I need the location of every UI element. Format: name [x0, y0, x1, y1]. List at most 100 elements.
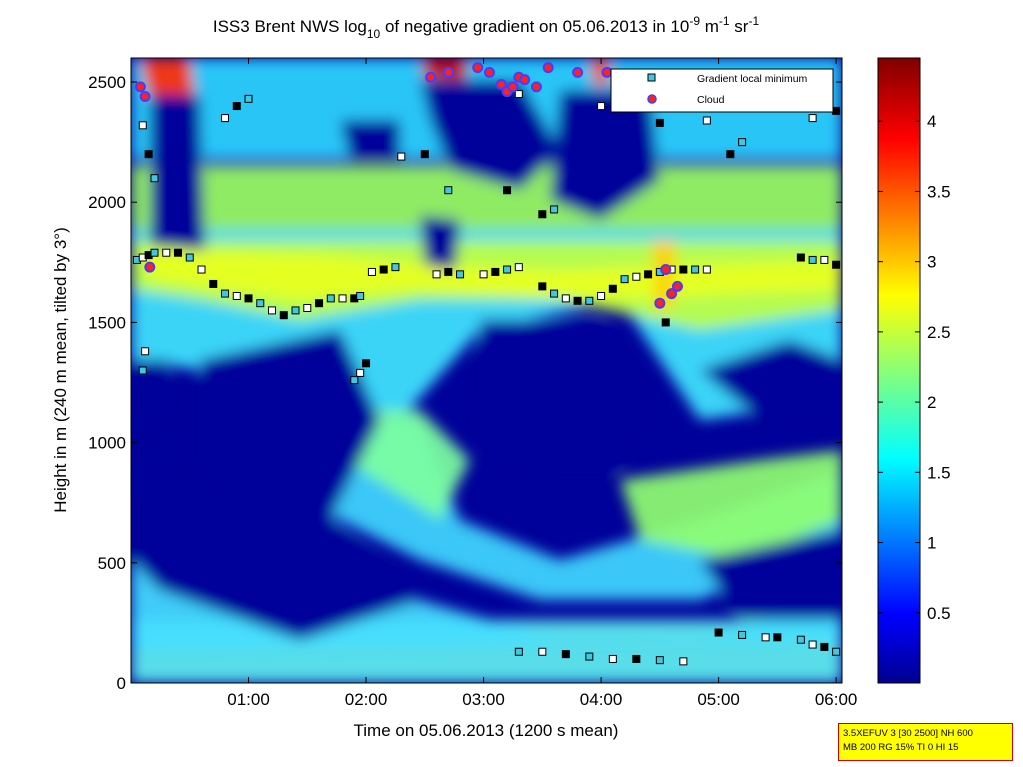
- gradient-minimum-point: [503, 186, 512, 195]
- heatmap-plot-area: [131, 58, 842, 683]
- colorbar-tick-label: 3: [927, 253, 936, 272]
- gradient-minimum-point: [714, 628, 723, 637]
- gradient-minimum-point: [832, 260, 841, 269]
- gradient-minimum-point: [197, 265, 206, 274]
- y-tick-label: 2500: [88, 73, 126, 92]
- heatmap-low-region: [420, 215, 460, 270]
- x-tick-label: 06:00: [815, 690, 858, 709]
- gradient-minimum-point: [185, 253, 194, 262]
- gradient-minimum-point: [356, 291, 365, 300]
- gradient-minimum-point: [138, 366, 147, 375]
- gradient-minimum-point: [244, 94, 253, 103]
- heatmap-low-region: [420, 80, 560, 190]
- gradient-minimum-point: [444, 186, 453, 195]
- gradient-minimum-point: [726, 150, 735, 159]
- cloud-point: [660, 264, 672, 276]
- info-line-2: MB 200 RG 15% TI 0 HI 15: [843, 742, 959, 753]
- y-tick-label: 1500: [88, 313, 126, 332]
- gradient-minimum-point: [367, 267, 376, 276]
- y-axis-label: Height in m (240 m mean, tilted by 3°): [51, 227, 70, 513]
- heatmap-region: [652, 240, 676, 310]
- heatmap-low-region: [550, 90, 660, 220]
- x-tick-label: 01:00: [227, 690, 270, 709]
- gradient-minimum-point: [661, 318, 670, 327]
- cloud-point: [601, 66, 613, 78]
- gradient-minimum-point: [397, 152, 406, 161]
- gradient-minimum-point: [796, 635, 805, 644]
- gradient-minimum-point: [244, 294, 253, 303]
- colorbar-gradient: [877, 57, 921, 684]
- gradient-minimum-point: [362, 359, 371, 368]
- plot-frame: [130, 57, 843, 684]
- gradient-minimum-point: [232, 102, 241, 111]
- gradient-minimum-point: [655, 656, 664, 665]
- gradient-minimum-point: [420, 150, 429, 159]
- cloud-point: [519, 74, 531, 86]
- cloud-point: [483, 66, 495, 78]
- cloud-point: [507, 81, 519, 93]
- gradient-minimum-point: [632, 654, 641, 663]
- cloud-point: [530, 81, 542, 93]
- gradient-minimum-point: [432, 270, 441, 279]
- gradient-minimum-point: [479, 270, 488, 279]
- cloud-point: [442, 66, 454, 78]
- gradient-minimum-point: [820, 642, 829, 651]
- gradient-minimum-point: [738, 630, 747, 639]
- colorbar-ticks: 0.5 1 1.5 2 2.5 3 3.5 4: [878, 112, 951, 623]
- gradient-minimum-point: [150, 248, 159, 257]
- info-line-1: 3.5XEFUV 3 [30 2500] NH 600: [843, 728, 973, 739]
- gradient-minimum-point: [702, 116, 711, 125]
- gradient-minimum-point: [832, 647, 841, 656]
- gradient-minimum-point: [356, 368, 365, 377]
- gradient-minimum-point: [773, 633, 782, 642]
- gradient-minimum-point: [209, 279, 218, 288]
- colorbar: 0.5 1 1.5 2 2.5 3 3.5 4: [877, 57, 951, 684]
- gradient-minimum-point: [820, 255, 829, 264]
- x-tick-label: 02:00: [345, 690, 388, 709]
- settings-info-box: 3.5XEFUV 3 [30 2500] NH 600 MB 200 RG 15…: [838, 723, 1013, 761]
- chart-title: ISS3 Brent NWS log10 of negative gradien…: [213, 14, 760, 41]
- colorbar-tick-label: 0.5: [927, 604, 951, 623]
- gradient-minimum-point: [279, 311, 288, 320]
- y-tick-label: 1000: [88, 434, 126, 453]
- heatmap-low-region: [150, 95, 205, 250]
- gradient-minimum-point: [655, 118, 664, 127]
- legend: Gradient local minimum Cloud: [610, 68, 834, 113]
- gradient-minimum-point: [691, 265, 700, 274]
- x-axis-label: Time on 05.06.2013 (1200 s mean): [354, 721, 619, 740]
- gradient-minimum-point: [338, 294, 347, 303]
- gradient-minimum-point: [141, 347, 150, 356]
- gradient-minimum-point: [808, 640, 817, 649]
- heatmap-low-region: [480, 320, 640, 470]
- gradient-minimum-point: [315, 299, 324, 308]
- y-axis: 0 500 1000 1500 2000 2500: [88, 73, 842, 693]
- y-tick-label: 500: [98, 554, 126, 573]
- cloud-point: [654, 297, 666, 309]
- gradient-minimum-point: [573, 296, 582, 305]
- gradient-minimum-point: [620, 275, 629, 284]
- gradient-minimum-point: [538, 210, 547, 219]
- gradient-minimum-point: [761, 633, 770, 642]
- gradient-minimum-point: [550, 205, 559, 214]
- gradient-minimum-point: [379, 265, 388, 274]
- gradient-minimum-point: [221, 114, 230, 123]
- gradient-minimum-point: [456, 270, 465, 279]
- gradient-minimum-point: [597, 291, 606, 300]
- gradient-minimum-point: [561, 294, 570, 303]
- cloud-point: [425, 71, 437, 83]
- cloud-point: [666, 288, 678, 300]
- legend-marker-gradient: [647, 73, 656, 82]
- heatmap-low-region: [131, 360, 170, 430]
- colorbar-tick-label: 3.5: [927, 182, 951, 201]
- gradient-minimum-point: [514, 647, 523, 656]
- gradient-minimum-point: [174, 248, 183, 257]
- gradient-minimum-point: [144, 150, 153, 159]
- colorbar-tick-label: 2.5: [927, 323, 951, 342]
- legend-marker-cloud: [647, 94, 657, 104]
- heatmap-low-region: [131, 480, 420, 640]
- colorbar-tick-label: 1.5: [927, 463, 951, 482]
- gradient-minimum-point: [597, 102, 606, 111]
- gradient-minimum-point: [221, 289, 230, 298]
- gradient-minimum-point: [550, 289, 559, 298]
